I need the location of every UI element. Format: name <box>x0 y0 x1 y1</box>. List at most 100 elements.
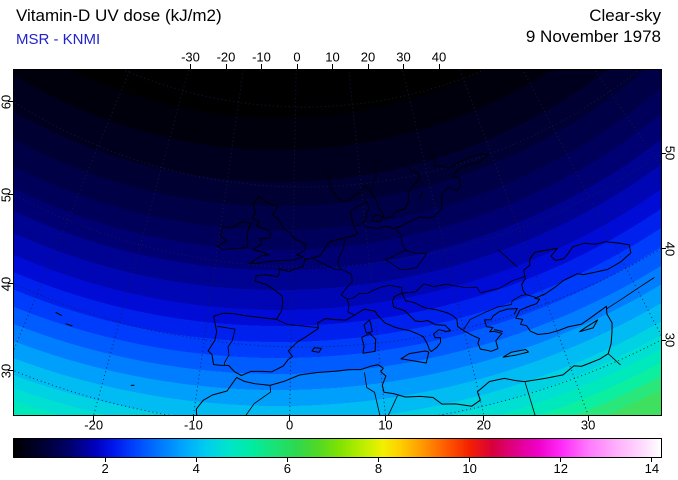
island-outline <box>216 220 252 250</box>
axis-tick-right <box>661 339 666 341</box>
country-border <box>445 276 525 294</box>
colorbar-label: 8 <box>374 461 383 476</box>
graticule-meridian <box>14 70 131 351</box>
graticule-parallel <box>14 247 661 348</box>
page-title: Vitamin-D UV dose (kJ/m2) <box>16 6 222 25</box>
country-border <box>245 385 272 415</box>
axis-label-top: -20 <box>216 49 236 65</box>
graticule-meridian <box>522 70 661 337</box>
country-border <box>312 257 355 316</box>
axis-label-bottom: 20 <box>476 417 492 433</box>
island-outline <box>248 195 306 265</box>
graticule-meridian <box>402 70 485 415</box>
axis-label-bottom: 10 <box>378 417 393 433</box>
graticule-meridian <box>93 70 190 415</box>
date-label: 9 November 1978 <box>525 27 661 46</box>
country-border <box>217 325 236 366</box>
graticule-meridian <box>593 70 661 167</box>
colorbar-label: 2 <box>101 461 109 476</box>
island-outline <box>400 350 430 364</box>
graticule-parallel <box>14 152 661 268</box>
country-border <box>401 283 446 294</box>
island-outline <box>494 329 503 332</box>
axis-tick-top <box>438 64 440 69</box>
axis-label-top: -30 <box>181 49 200 65</box>
axis-label-top: 20 <box>360 49 376 65</box>
graticule-parallel <box>14 70 640 188</box>
country-border <box>384 250 428 271</box>
source-label: MSR - KNMI <box>16 31 101 48</box>
country-border <box>337 239 345 271</box>
axis-label-top: 40 <box>431 49 447 65</box>
colorbar-tick <box>469 458 471 462</box>
axis-tick-bottom <box>93 416 95 421</box>
country-border <box>396 228 407 251</box>
island-outline <box>579 319 599 333</box>
island-outline <box>371 214 384 223</box>
island-outline <box>502 349 529 358</box>
axis-label-top: -10 <box>252 49 271 65</box>
island-outline <box>361 332 377 354</box>
island-outline <box>311 347 322 353</box>
axis-label-bottom: 30 <box>580 417 596 433</box>
axis-tick-left <box>8 101 13 103</box>
axis-label-bottom: 0 <box>286 417 294 433</box>
uv-dose-field <box>13 69 662 416</box>
axis-label-bottom: -10 <box>184 417 203 433</box>
graticule-meridian <box>192 70 244 415</box>
axis-tick-bottom <box>587 416 589 421</box>
island-outline <box>65 323 73 327</box>
country-border <box>607 353 621 366</box>
graticule-parallel <box>14 339 661 415</box>
colorbar <box>13 438 662 458</box>
axis-tick-left <box>8 283 13 285</box>
colorbar-label: 12 <box>553 461 568 476</box>
axis-label-top: 30 <box>396 49 411 65</box>
country-border <box>606 277 655 310</box>
axis-tick-top <box>367 64 369 69</box>
coastline <box>207 150 489 376</box>
graticule-meridian <box>289 70 297 415</box>
island-outline <box>418 191 424 200</box>
country-border <box>276 318 319 328</box>
colorbar-tick <box>560 458 562 462</box>
island-outline <box>363 319 373 334</box>
country-border <box>388 395 398 415</box>
colorbar-label: 6 <box>283 461 291 476</box>
colorbar-tick <box>378 458 379 462</box>
axis-tick-bottom <box>289 416 291 421</box>
axis-tick-right <box>661 248 666 250</box>
axis-tick-top <box>190 64 191 69</box>
axis-tick-left <box>8 194 13 196</box>
colorbar-label: 10 <box>462 461 477 476</box>
axis-tick-top <box>225 64 227 69</box>
graticule-meridian <box>348 70 386 415</box>
coastline <box>195 241 632 415</box>
axis-tick-top <box>332 64 333 69</box>
country-border <box>364 372 381 415</box>
europe-map-svg <box>14 70 661 415</box>
graticule-meridian <box>459 70 589 415</box>
axis-tick-right <box>661 152 666 154</box>
axis-tick-top <box>296 64 298 69</box>
axis-tick-bottom <box>384 416 386 421</box>
axis-tick-bottom <box>192 416 194 421</box>
country-border <box>370 158 377 191</box>
country-border <box>463 294 527 330</box>
graticule-parallel <box>122 70 486 108</box>
colorbar-tick <box>104 458 106 462</box>
condition-label: Clear-sky <box>589 6 661 25</box>
axis-tick-left <box>8 370 13 372</box>
colorbar-tick <box>651 458 653 462</box>
axis-tick-top <box>261 64 262 69</box>
colorbar-label: 14 <box>644 461 660 476</box>
axis-label-bottom: -20 <box>84 417 104 433</box>
axis-tick-bottom <box>483 416 485 421</box>
island-outline <box>55 312 62 316</box>
colorbar-tick <box>195 458 197 462</box>
colorbar-tick <box>286 458 288 462</box>
axis-label-top: 0 <box>293 49 301 65</box>
coastline <box>240 292 518 376</box>
axis-tick-top <box>403 64 404 69</box>
